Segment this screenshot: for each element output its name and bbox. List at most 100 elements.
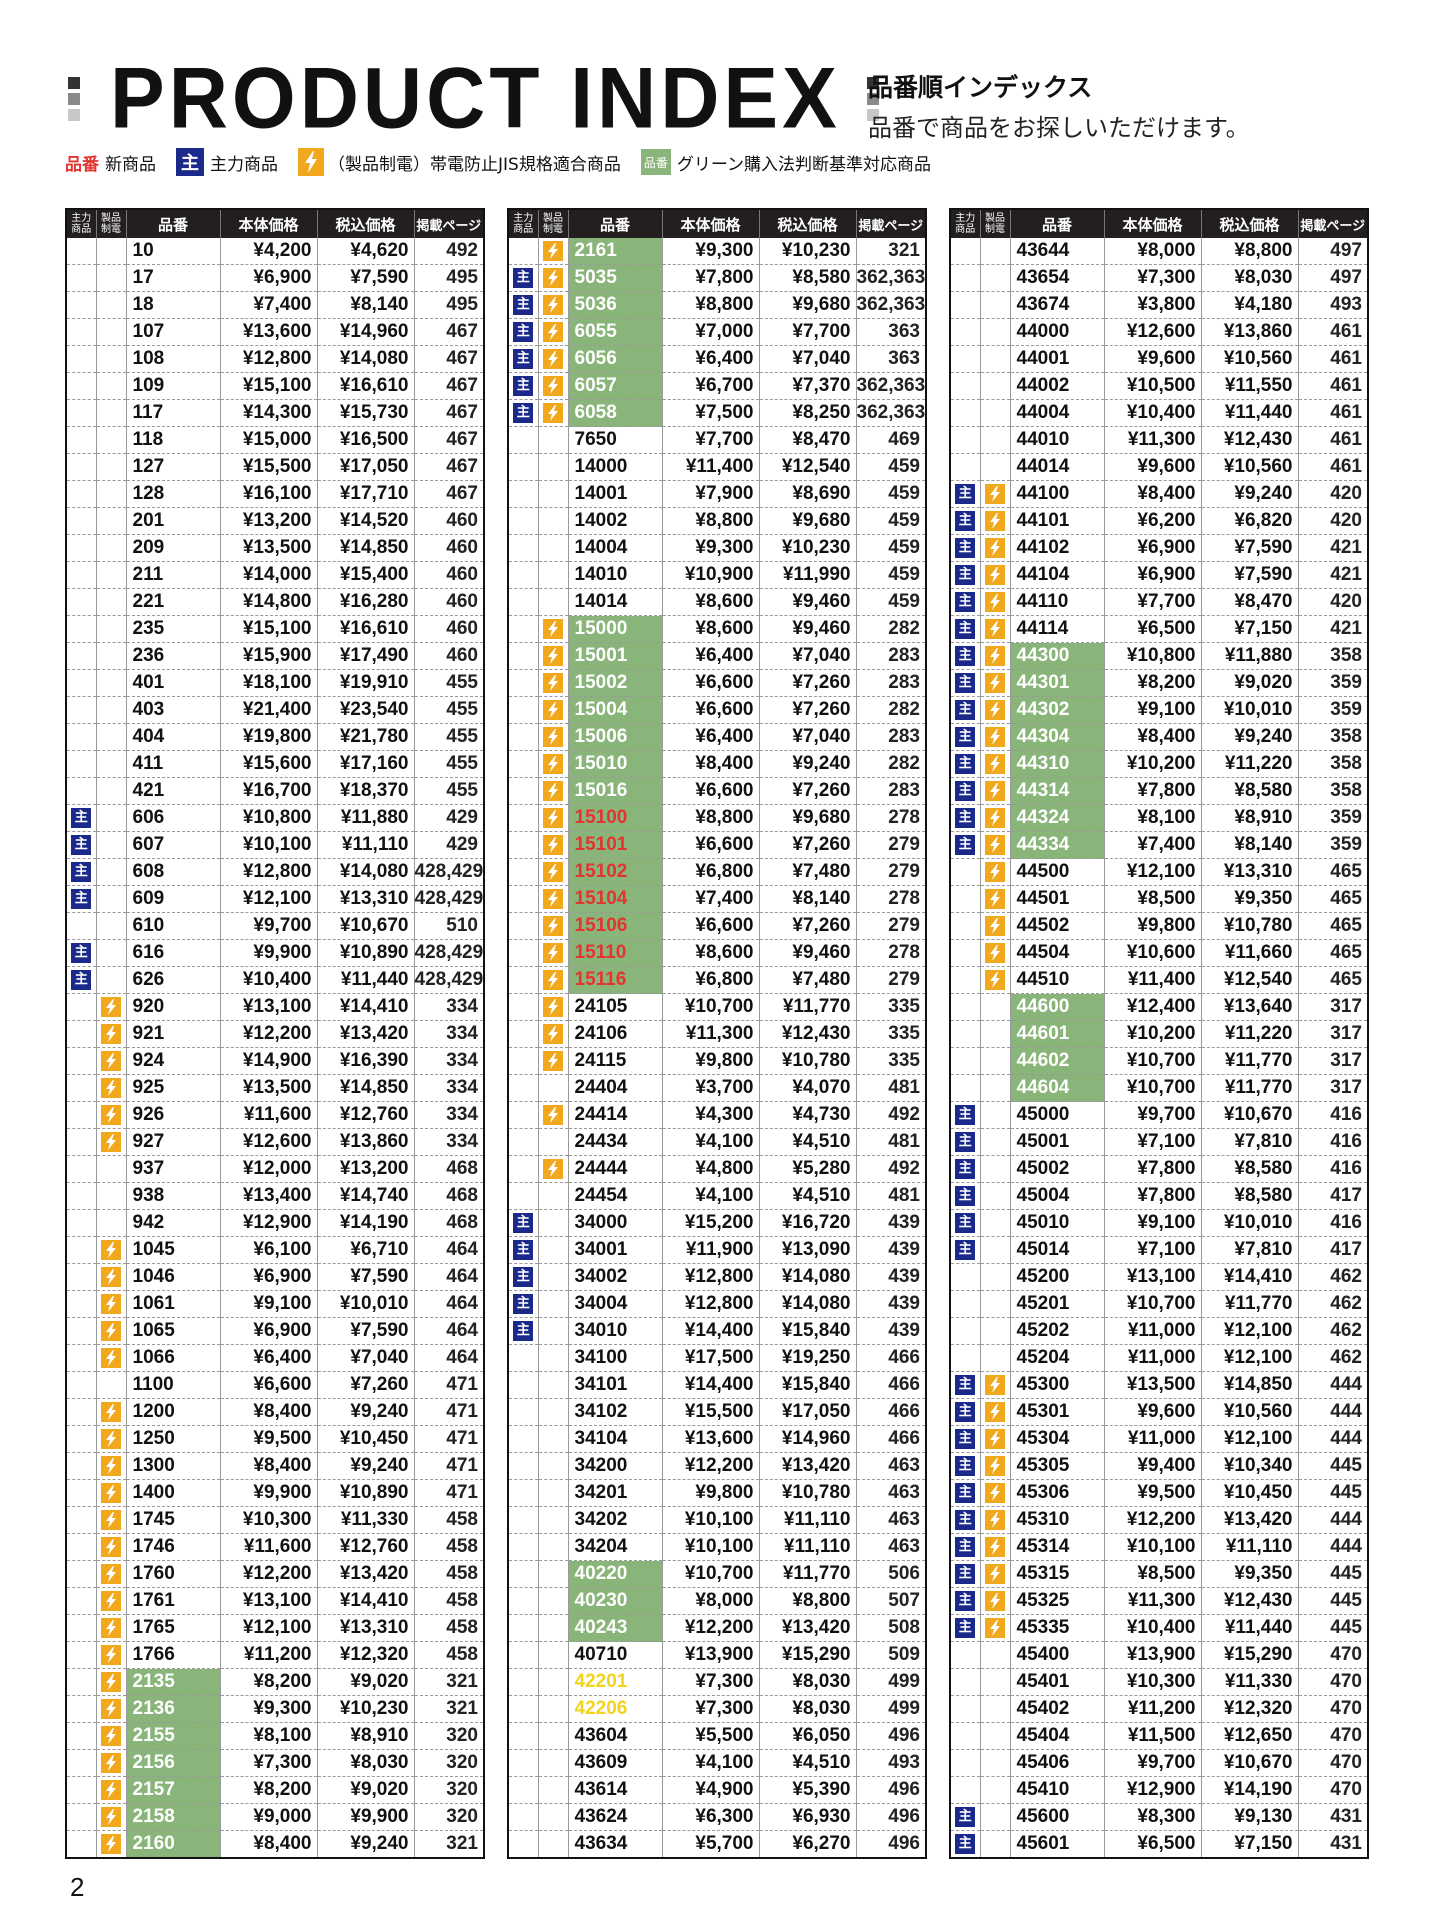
main-badge-icon: 主 [955,1428,976,1449]
base-price: ¥14,400 [661,1371,759,1399]
tax-price: ¥9,240 [1200,480,1298,508]
page-ref: 335 [855,1047,926,1075]
tax-price: ¥17,050 [758,1398,856,1426]
product-code: 44602 [1009,1047,1104,1075]
product-code: 108 [125,345,220,373]
base-price: ¥9,300 [661,238,759,265]
main-cell [65,1425,96,1453]
main-badge-icon: 主 [955,1833,976,1854]
table-row: 18 ¥7,400 ¥8,140 495 [65,291,484,319]
antistatic-cell [979,1776,1010,1804]
table-row: 1746 ¥11,600 ¥12,760 458 [65,1533,484,1561]
lightning-icon [101,1104,121,1125]
main-badge-icon: 主 [513,1266,534,1287]
page-ref: 416 [1297,1155,1368,1183]
table-row: 2158 ¥9,000 ¥9,900 320 [65,1803,484,1831]
tax-price: ¥8,580 [1200,777,1298,805]
base-price: ¥6,900 [1103,561,1201,589]
antistatic-cell [537,561,568,589]
tax-price: ¥11,660 [1200,939,1298,967]
antistatic-cell [95,345,126,373]
main-badge-icon: 主 [71,807,92,828]
base-price: ¥12,100 [219,885,317,913]
page-ref: 429 [413,831,484,859]
antistatic-cell [537,777,568,805]
tax-price: ¥14,190 [1200,1776,1298,1804]
main-cell [507,723,538,751]
page-ref: 359 [1297,804,1368,832]
table-row: 404 ¥19,800 ¥21,780 455 [65,723,484,751]
base-price: ¥13,500 [219,1074,317,1102]
tax-price: ¥10,890 [316,939,414,967]
antistatic-cell [95,238,126,265]
tax-price: ¥9,680 [758,804,856,832]
tax-price: ¥5,390 [758,1776,856,1804]
table-row: 14002 ¥8,800 ¥9,680 459 [507,507,926,535]
antistatic-cell [979,1533,1010,1561]
main-cell: 主 [949,1398,980,1426]
product-code: 1760 [125,1560,220,1588]
title-bars-right [866,77,879,121]
antistatic-cell [95,1317,126,1345]
page-ref: 493 [855,1749,926,1777]
table-row: 44510 ¥11,400 ¥12,540 465 [949,966,1368,994]
main-cell [949,291,980,319]
antistatic-cell [979,1236,1010,1264]
product-code: 34001 [567,1236,662,1264]
table-row: 1046 ¥6,900 ¥7,590 464 [65,1263,484,1291]
page-ref: 462 [1297,1344,1368,1372]
base-price: ¥4,100 [661,1128,759,1156]
tax-price: ¥7,150 [1200,1830,1298,1859]
base-price: ¥6,900 [219,1317,317,1345]
antistatic-cell [537,1560,568,1588]
product-code: 920 [125,993,220,1021]
page-ref: 461 [1297,345,1368,373]
main-badge-icon: 主 [955,510,976,531]
lightning-icon [101,1698,121,1719]
antistatic-cell [95,453,126,481]
product-code: 2160 [125,1830,220,1859]
page-ref: 283 [855,777,926,805]
tax-price: ¥9,460 [758,939,856,967]
table-row: 2160 ¥8,400 ¥9,240 321 [65,1830,484,1859]
base-price: ¥15,900 [219,642,317,670]
product-code: 43604 [567,1722,662,1750]
page-ref: 455 [413,723,484,751]
tax-price: ¥16,610 [316,372,414,400]
main-badge-icon: 主 [955,1617,976,1638]
antistatic-cell [95,1263,126,1291]
product-code: 45204 [1009,1344,1104,1372]
table-row: 1760 ¥12,200 ¥13,420 458 [65,1560,484,1588]
tax-price: ¥15,840 [758,1371,856,1399]
lightning-icon [985,699,1005,720]
lightning-icon [543,294,563,315]
product-code: 40230 [567,1587,662,1615]
product-code: 45306 [1009,1479,1104,1507]
antistatic-cell [979,1695,1010,1723]
table-row: 主 45010 ¥9,100 ¥10,010 416 [949,1209,1368,1237]
base-price: ¥12,200 [661,1614,759,1642]
product-code: 42201 [567,1668,662,1696]
table-row: 主 607 ¥10,100 ¥11,110 429 [65,831,484,859]
tax-price: ¥14,080 [316,345,414,373]
page-ref: 508 [855,1614,926,1642]
base-price: ¥6,800 [661,858,759,886]
antistatic-cell [95,1587,126,1615]
th-main: 主力商品 [65,209,96,238]
product-code: 24454 [567,1182,662,1210]
table-row: 15010 ¥8,400 ¥9,240 282 [507,750,926,778]
antistatic-cell [979,885,1010,913]
base-price: ¥16,700 [219,777,317,805]
main-cell [507,561,538,589]
tax-price: ¥8,690 [758,480,856,508]
main-cell: 主 [949,615,980,643]
main-cell [949,264,980,292]
lightning-icon [543,672,563,693]
main-cell [507,453,538,481]
main-badge-icon: 主 [955,1131,976,1152]
tax-price: ¥13,200 [316,1155,414,1183]
tax-price: ¥9,460 [758,615,856,643]
page-ref: 471 [413,1398,484,1426]
page-ref: 497 [1297,264,1368,292]
table-row: 主 44324 ¥8,100 ¥8,910 359 [949,804,1368,832]
